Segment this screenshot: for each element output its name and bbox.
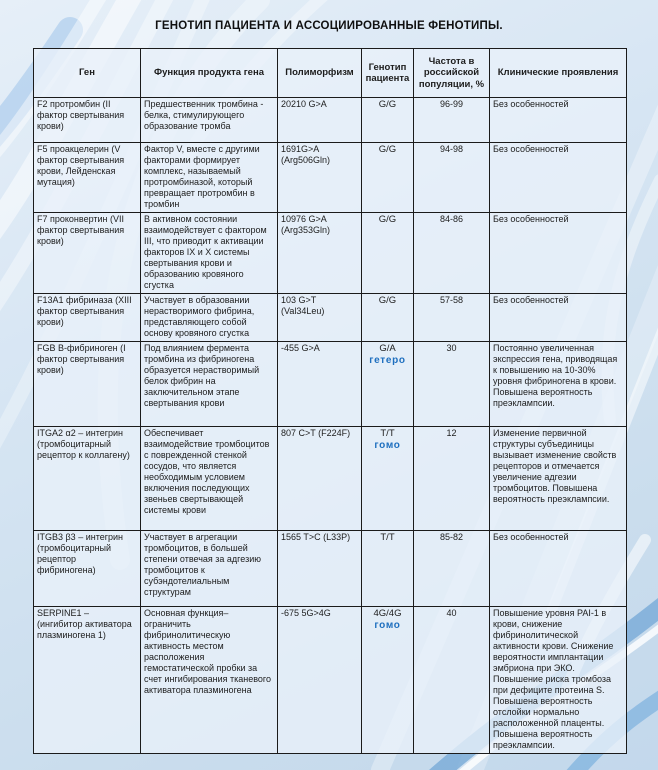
gene-cell: F2 протромбин (II фактор свертывания кро… bbox=[33, 97, 141, 143]
frequency-cell: 57-58 bbox=[413, 293, 490, 342]
function-cell: Обеспечивает взаимодействие тромбоцитов … bbox=[140, 426, 278, 531]
clinical-cell: Без особенностей bbox=[489, 142, 627, 213]
function-cell: В активном состоянии взаимодействует с ф… bbox=[140, 212, 278, 294]
gene-cell: F5 проакцелерин (V фактор свертывания кр… bbox=[33, 142, 141, 213]
col-header-frequency: Частота в российской популяции, % bbox=[413, 48, 490, 98]
table-row-itga2: ITGA2 α2 – интегрин (тромбоцитарный реце… bbox=[33, 426, 627, 531]
frequency-cell: 12 bbox=[413, 426, 490, 531]
clinical-cell: Без особенностей bbox=[489, 293, 627, 342]
genotype-value: Т/Т bbox=[380, 428, 395, 439]
col-header-polymorphism: Полиморфизм bbox=[277, 48, 362, 98]
genotype-value: G/G bbox=[378, 214, 397, 225]
clinical-cell: Повышение уровня PAI-1 в крови, снижение… bbox=[489, 606, 627, 754]
frequency-cell: 84-86 bbox=[413, 212, 490, 294]
table-row-f2: F2 протромбин (II фактор свертывания кро… bbox=[33, 97, 627, 143]
genotype-cell: Т/Т гомо bbox=[361, 426, 414, 531]
table-header-row: Ген Функция продукта гена Полиморфизм Ге… bbox=[33, 48, 627, 98]
function-cell: Под влиянием фермента тромбина из фибрин… bbox=[140, 341, 278, 427]
genotype-cell: G/G bbox=[361, 142, 414, 213]
genotype-value: G/G bbox=[378, 99, 397, 110]
polymorphism-cell: 103 G>T (Val34Leu) bbox=[277, 293, 362, 342]
gene-cell: SERPINE1 – (ингибитор активатора плазмин… bbox=[33, 606, 141, 754]
polymorphism-cell: 807 C>T (F224F) bbox=[277, 426, 362, 531]
frequency-cell: 40 bbox=[413, 606, 490, 754]
gene-cell: ITGA2 α2 – интегрин (тромбоцитарный реце… bbox=[33, 426, 141, 531]
genotype-cell: G/G bbox=[361, 212, 414, 294]
gene-cell: F7 проконвертин (VII фактор свертывания … bbox=[33, 212, 141, 294]
frequency-cell: 30 bbox=[413, 341, 490, 427]
clinical-cell: Без особенностей bbox=[489, 212, 627, 294]
function-cell: Участвует в образовании нерастворимого ф… bbox=[140, 293, 278, 342]
genotype-value: T/T bbox=[380, 532, 395, 543]
zygosity-label: гетеро bbox=[369, 355, 406, 366]
table-row-f13a1: F13A1 фибриназа (XIII фактор свертывания… bbox=[33, 293, 627, 342]
genotype-cell: G/G bbox=[361, 293, 414, 342]
polymorphism-cell: -675 5G>4G bbox=[277, 606, 362, 754]
genotype-phenotype-table: Ген Функция продукта гена Полиморфизм Ге… bbox=[33, 48, 627, 754]
frequency-cell: 85-82 bbox=[413, 530, 490, 607]
polymorphism-cell: 1565 T>C (L33P) bbox=[277, 530, 362, 607]
page-title: ГЕНОТИП ПАЦИЕНТА И АССОЦИИРОВАННЫЕ ФЕНОТ… bbox=[155, 20, 503, 32]
clinical-cell: Без особенностей bbox=[489, 530, 627, 607]
function-cell: Основная функция– ограничить фибринолити… bbox=[140, 606, 278, 754]
clinical-cell: Без особенностей bbox=[489, 97, 627, 143]
col-header-gene: Ген bbox=[33, 48, 141, 98]
col-header-function: Функция продукта гена bbox=[140, 48, 278, 98]
function-cell: Предшественник тромбина - белка, стимули… bbox=[140, 97, 278, 143]
frequency-cell: 96-99 bbox=[413, 97, 490, 143]
table-row-f5: F5 проакцелерин (V фактор свертывания кр… bbox=[33, 142, 627, 213]
polymorphism-cell: 10976 G>A (Arg353Gln) bbox=[277, 212, 362, 294]
genotype-cell: G/G bbox=[361, 97, 414, 143]
table-row-fgb: FGB В-фибриноген (I фактор свертывания к… bbox=[33, 341, 627, 427]
gene-cell: FGB В-фибриноген (I фактор свертывания к… bbox=[33, 341, 141, 427]
table-row-serpine1: SERPINE1 – (ингибитор активатора плазмин… bbox=[33, 606, 627, 754]
genotype-value: 4G/4G bbox=[373, 608, 402, 619]
frequency-cell: 94-98 bbox=[413, 142, 490, 213]
clinical-cell: Постоянно увеличенная экспрессия гена, п… bbox=[489, 341, 627, 427]
function-cell: Участвует в агрегации тромбоцитов, в бол… bbox=[140, 530, 278, 607]
col-header-genotype: Генотип пациента bbox=[361, 48, 414, 98]
polymorphism-cell: 20210 G>A bbox=[277, 97, 362, 143]
genotype-cell: T/T bbox=[361, 530, 414, 607]
polymorphism-cell: -455 G>A bbox=[277, 341, 362, 427]
table-row-itgb3: ITGB3 β3 – интегрин (тромбоцитарный реце… bbox=[33, 530, 627, 607]
genotype-cell: 4G/4G гомо bbox=[361, 606, 414, 754]
zygosity-label: гомо bbox=[374, 440, 401, 451]
table-row-f7: F7 проконвертин (VII фактор свертывания … bbox=[33, 212, 627, 294]
gene-cell: ITGB3 β3 – интегрин (тромбоцитарный реце… bbox=[33, 530, 141, 607]
clinical-cell: Изменение первичной структуры субъединиц… bbox=[489, 426, 627, 531]
polymorphism-cell: 1691G>A (Arg506Gln) bbox=[277, 142, 362, 213]
zygosity-label: гомо bbox=[374, 620, 401, 631]
genotype-cell: G/A гетеро bbox=[361, 341, 414, 427]
col-header-clinical: Клинические проявления bbox=[489, 48, 627, 98]
gene-cell: F13A1 фибриназа (XIII фактор свертывания… bbox=[33, 293, 141, 342]
genotype-value: G/A bbox=[379, 343, 396, 354]
genotype-value: G/G bbox=[378, 144, 397, 155]
genotype-value: G/G bbox=[378, 295, 397, 306]
function-cell: Фактор V, вместе с другими факторами фор… bbox=[140, 142, 278, 213]
